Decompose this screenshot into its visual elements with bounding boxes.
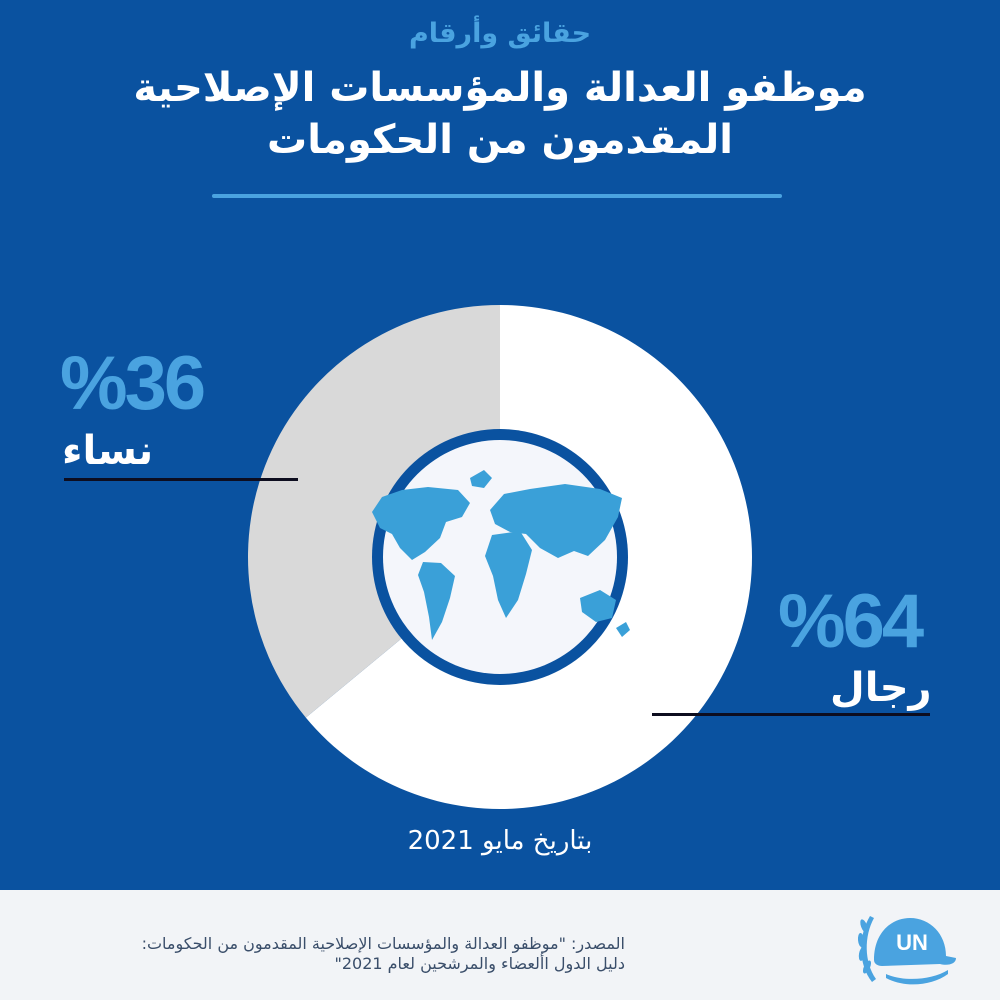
title-line-2: المقدمون من الحكومات [267,117,733,163]
date-note: بتاريخ مايو 2021 [407,826,593,856]
women-label: نساء [62,428,154,474]
un-helmet-logo-icon: UN [857,916,956,985]
footer-bar [0,890,1000,1000]
page-title: موظفو العدالة والمؤسسات الإصلاحية المقدم… [30,62,970,166]
world-map-icon [372,470,630,640]
women-underline [64,478,298,481]
title-divider [212,194,782,198]
women-percentage: %36 [60,341,206,426]
men-percentage: %64 [778,579,924,664]
eyebrow-label: حقائق وأرقام [408,18,592,49]
logo-text: UN [896,930,928,955]
source-line-1: المصدر: "موظفو العدالة والمؤسسات الإصلاح… [141,934,625,953]
men-label: رجال [830,665,932,711]
men-underline [652,713,930,716]
source-citation: المصدر: "موظفو العدالة والمؤسسات الإصلاح… [55,934,625,974]
source-line-2: دليل الدول األعضاء والمرشحين لعام 2021" [334,954,625,973]
title-line-1: موظفو العدالة والمؤسسات الإصلاحية [133,65,867,111]
